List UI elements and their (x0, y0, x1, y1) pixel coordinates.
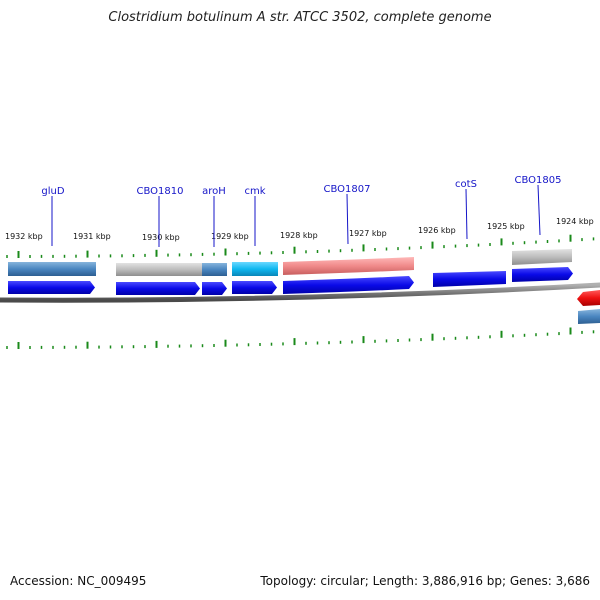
scale-ticks-lower (6, 327, 595, 349)
gene-feature-gluD[interactable] (8, 262, 96, 276)
cds-arrow-aroH[interactable] (202, 282, 227, 295)
cds-arrow-CBO1810[interactable] (116, 282, 200, 295)
gene-label-CBO1805[interactable]: CBO1805 (515, 175, 562, 186)
scale-ticks-upper (6, 234, 595, 258)
genome-title: Clostridium botulinum A str. ATCC 3502, … (108, 10, 492, 25)
gene-feature-aroH[interactable] (202, 263, 227, 276)
scale-label-1924-kbp: 1924 kbp (556, 217, 594, 226)
scale-label-1929-kbp: 1929 kbp (211, 232, 249, 241)
gene-label-cotS[interactable]: cotS (455, 179, 477, 190)
cds-arrow-gluD[interactable] (8, 281, 95, 294)
scale-label-1927-kbp: 1927 kbp (349, 229, 387, 238)
cds-arrow-cotS[interactable] (433, 271, 506, 287)
gene-feature-CBO1805[interactable] (512, 249, 572, 265)
gene-label-cmk[interactable]: cmk (244, 186, 265, 197)
cds-arrow-CBO1807[interactable] (283, 276, 414, 294)
gene-label-lines (51, 184, 541, 247)
gene-feature-steelblue-partial[interactable] (578, 309, 600, 324)
accession-text: Accession: NC_009495 (10, 574, 147, 588)
gene-feature-red-partial[interactable] (577, 290, 600, 306)
cds-arrow-CBO1805[interactable] (512, 267, 573, 282)
label-line-CBO1805 (537, 184, 541, 236)
gene-label-CBO1810[interactable]: CBO1810 (137, 186, 184, 197)
genome-backbone (0, 282, 600, 303)
cds-arrow-row (8, 267, 573, 295)
gene-feature-CBO1807[interactable] (283, 257, 414, 275)
gene-feature-row (8, 249, 572, 276)
scale-label-1931-kbp: 1931 kbp (73, 232, 111, 241)
gene-label-aroH[interactable]: aroH (202, 186, 226, 197)
cds-arrow-cmk[interactable] (232, 281, 277, 294)
gene-feature-CBO1810[interactable] (116, 263, 202, 276)
gene-feature-cmk[interactable] (232, 262, 278, 276)
scale-label-1928-kbp: 1928 kbp (280, 231, 318, 240)
scale-label-1926-kbp: 1926 kbp (418, 226, 456, 235)
scale-label-1925-kbp: 1925 kbp (487, 222, 525, 231)
gene-label-CBO1807[interactable]: CBO1807 (324, 184, 371, 195)
scale-label-1932-kbp: 1932 kbp (5, 232, 43, 241)
label-line-CBO1807 (346, 193, 349, 245)
scale-label-1930-kbp: 1930 kbp (142, 233, 180, 242)
topology-text: Topology: circular; Length: 3,886,916 bp… (260, 574, 590, 588)
gene-label-gluD[interactable]: gluD (41, 186, 64, 197)
label-line-cotS (465, 188, 468, 240)
